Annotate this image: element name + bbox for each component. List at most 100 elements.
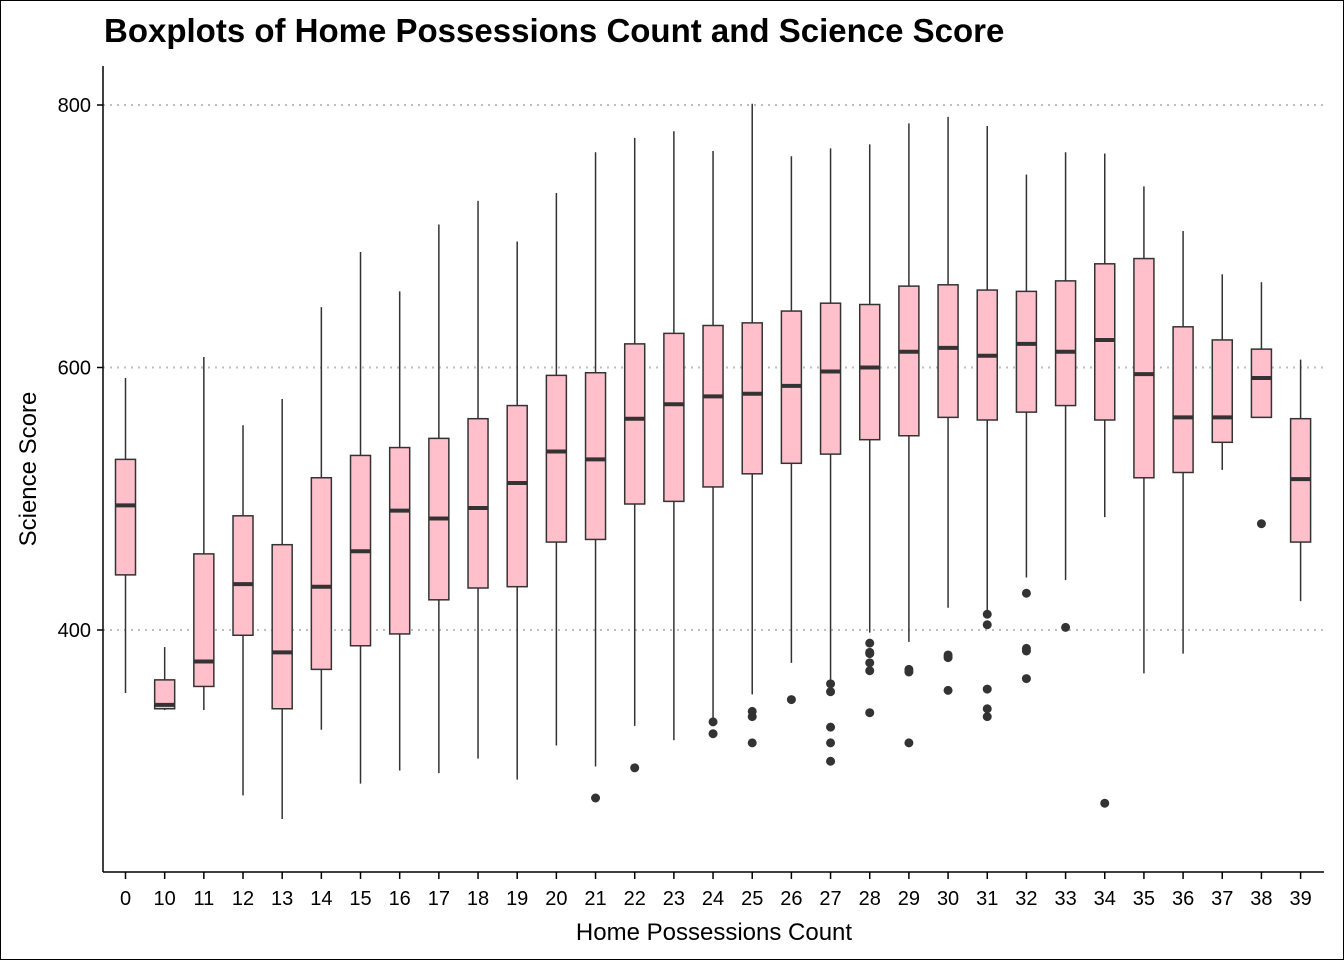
x-tick-label-23: 23 [663, 888, 685, 910]
outlier-point-28-5 [865, 638, 875, 648]
box-rect-25 [741, 322, 763, 475]
box-11 [193, 357, 215, 711]
x-tick-label-21: 21 [584, 888, 606, 910]
outlier-point-32-2 [1021, 643, 1031, 653]
box-rect-11 [193, 553, 215, 688]
outlier-point-25-0 [747, 738, 757, 748]
x-tick-label-28: 28 [859, 888, 881, 910]
x-tick-label-20: 20 [545, 888, 567, 910]
x-tick-label-10: 10 [154, 888, 176, 910]
box-rect-27 [819, 302, 842, 455]
x-tick-label-38: 38 [1250, 888, 1272, 910]
outlier-point-30-2 [943, 650, 953, 660]
box-rect-33 [1054, 280, 1077, 407]
box-27 [819, 148, 842, 766]
outlier-point-34-0 [1100, 798, 1110, 808]
box-rect-23 [663, 332, 685, 503]
x-tick-label-33: 33 [1054, 888, 1076, 910]
outlier-point-27-0 [826, 756, 836, 766]
box-10 [153, 647, 176, 711]
outlier-point-29-2 [904, 664, 914, 674]
box-rect-37 [1211, 339, 1234, 444]
x-tick-label-26: 26 [780, 888, 802, 910]
outlier-point-25-2 [747, 706, 757, 716]
box-rect-38 [1250, 348, 1273, 419]
box-18 [467, 200, 489, 759]
x-tick-label-11: 11 [193, 888, 214, 910]
box-rect-24 [702, 324, 724, 488]
outlier-point-26-0 [786, 695, 796, 705]
box-13 [271, 399, 293, 819]
box-37 [1211, 274, 1234, 470]
x-tick-label-29: 29 [898, 888, 920, 910]
outlier-point-22-0 [630, 763, 640, 773]
box-rect-35 [1133, 257, 1155, 479]
box-22 [623, 137, 646, 773]
outlier-point-33-0 [1061, 622, 1071, 632]
box-35 [1133, 186, 1155, 674]
outlier-point-28-0 [865, 708, 875, 718]
box-24 [702, 150, 724, 739]
x-tick-label-17: 17 [428, 888, 450, 910]
box-rect-19 [506, 404, 528, 588]
outlier-point-28-4 [865, 647, 875, 657]
outlier-point-32-0 [1021, 674, 1031, 684]
y-tick-label-400: 400 [58, 620, 91, 642]
x-tick-label-12: 12 [232, 888, 254, 910]
box-36 [1172, 231, 1194, 654]
x-tick-label-34: 34 [1094, 888, 1116, 910]
outlier-point-27-4 [826, 679, 836, 689]
outlier-point-31-1 [982, 704, 992, 714]
box-rect-10 [153, 679, 176, 710]
box-34 [1094, 153, 1116, 808]
box-15 [349, 252, 372, 784]
y-tick-label-800: 800 [58, 95, 91, 117]
box-layer [114, 103, 1312, 819]
outlier-point-24-1 [708, 717, 718, 727]
box-39 [1289, 359, 1312, 602]
box-rect-30 [937, 284, 959, 419]
outlier-point-28-1 [865, 666, 875, 676]
box-rect-13 [271, 543, 293, 710]
x-tick-label-32: 32 [1015, 888, 1037, 910]
x-tick-label-24: 24 [702, 888, 724, 910]
box-20 [545, 192, 568, 746]
box-23 [663, 131, 685, 741]
outlier-point-29-0 [904, 738, 914, 748]
outlier-point-21-0 [591, 793, 601, 803]
box-rect-14 [310, 477, 333, 671]
box-rect-32 [1015, 290, 1038, 413]
box-rect-20 [545, 374, 568, 543]
x-tick-label-36: 36 [1172, 888, 1194, 910]
x-tick-label-37: 37 [1211, 888, 1233, 910]
box-rect-12 [232, 515, 254, 636]
x-tick-label-39: 39 [1289, 888, 1311, 910]
x-tick-label-16: 16 [389, 888, 411, 910]
outlier-point-31-3 [982, 620, 992, 630]
x-tick-label-13: 13 [271, 888, 293, 910]
box-rect-0 [114, 458, 137, 576]
box-21 [584, 152, 607, 803]
x-tick-label-22: 22 [624, 888, 646, 910]
box-14 [310, 307, 333, 730]
box-rect-16 [388, 446, 411, 635]
box-29 [898, 123, 920, 748]
outlier-point-31-0 [982, 712, 992, 722]
outlier-point-27-2 [826, 722, 836, 732]
box-rect-22 [623, 343, 646, 505]
x-axis-title: Home Possessions Count [576, 919, 852, 946]
outlier-point-31-2 [982, 684, 992, 694]
box-33 [1054, 152, 1077, 632]
chart-title: Boxplots of Home Possessions Count and S… [104, 12, 1005, 49]
box-31 [976, 126, 998, 722]
box-16 [388, 291, 411, 771]
box-19 [506, 241, 528, 780]
outlier-point-32-3 [1021, 588, 1031, 598]
outlier-point-30-0 [943, 685, 953, 695]
box-25 [741, 103, 763, 748]
outlier-point-38-0 [1256, 519, 1266, 529]
x-tick-label-15: 15 [349, 888, 371, 910]
x-tick-label-31: 31 [976, 888, 998, 910]
box-30 [937, 116, 959, 695]
tick-layer: 400 600 800 0 10 11 12 13 14 15 16 17 18 19 20 21 22 23 24… [58, 95, 1312, 910]
